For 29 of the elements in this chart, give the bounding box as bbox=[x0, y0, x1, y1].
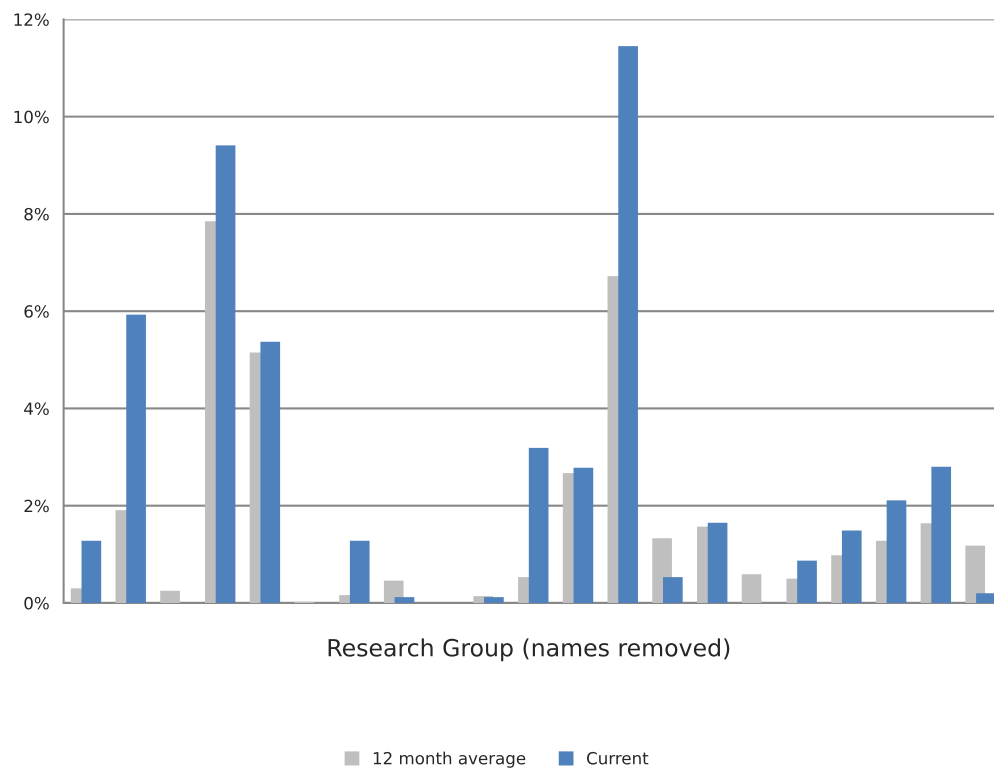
bar bbox=[886, 500, 906, 603]
bar bbox=[394, 597, 414, 603]
y-tick-label: 2% bbox=[24, 500, 49, 512]
bar bbox=[931, 466, 952, 603]
bar bbox=[82, 540, 102, 603]
legend-label: Current bbox=[587, 752, 648, 765]
bar bbox=[160, 590, 180, 603]
bar bbox=[965, 546, 986, 603]
x-axis-title: Research Group (names removed) bbox=[328, 638, 730, 662]
y-tick-label: 12% bbox=[14, 13, 49, 26]
bar bbox=[742, 574, 762, 603]
bar bbox=[216, 145, 236, 603]
bar bbox=[528, 448, 548, 603]
bar bbox=[484, 597, 504, 603]
bar bbox=[663, 577, 683, 603]
bar bbox=[797, 560, 817, 603]
y-tick-label: 4% bbox=[24, 402, 49, 415]
y-tick-label: 8% bbox=[24, 208, 49, 220]
legend-label: 12 month average bbox=[374, 752, 526, 768]
y-tick-label: 10% bbox=[14, 110, 49, 124]
bar bbox=[126, 314, 146, 603]
bar bbox=[842, 530, 862, 603]
bar bbox=[708, 522, 728, 603]
bar bbox=[618, 46, 638, 603]
y-tick-label: 6% bbox=[24, 305, 49, 318]
bar bbox=[574, 468, 594, 603]
bar bbox=[350, 540, 370, 603]
y-tick-label: 0% bbox=[24, 596, 49, 610]
bar bbox=[260, 342, 280, 603]
